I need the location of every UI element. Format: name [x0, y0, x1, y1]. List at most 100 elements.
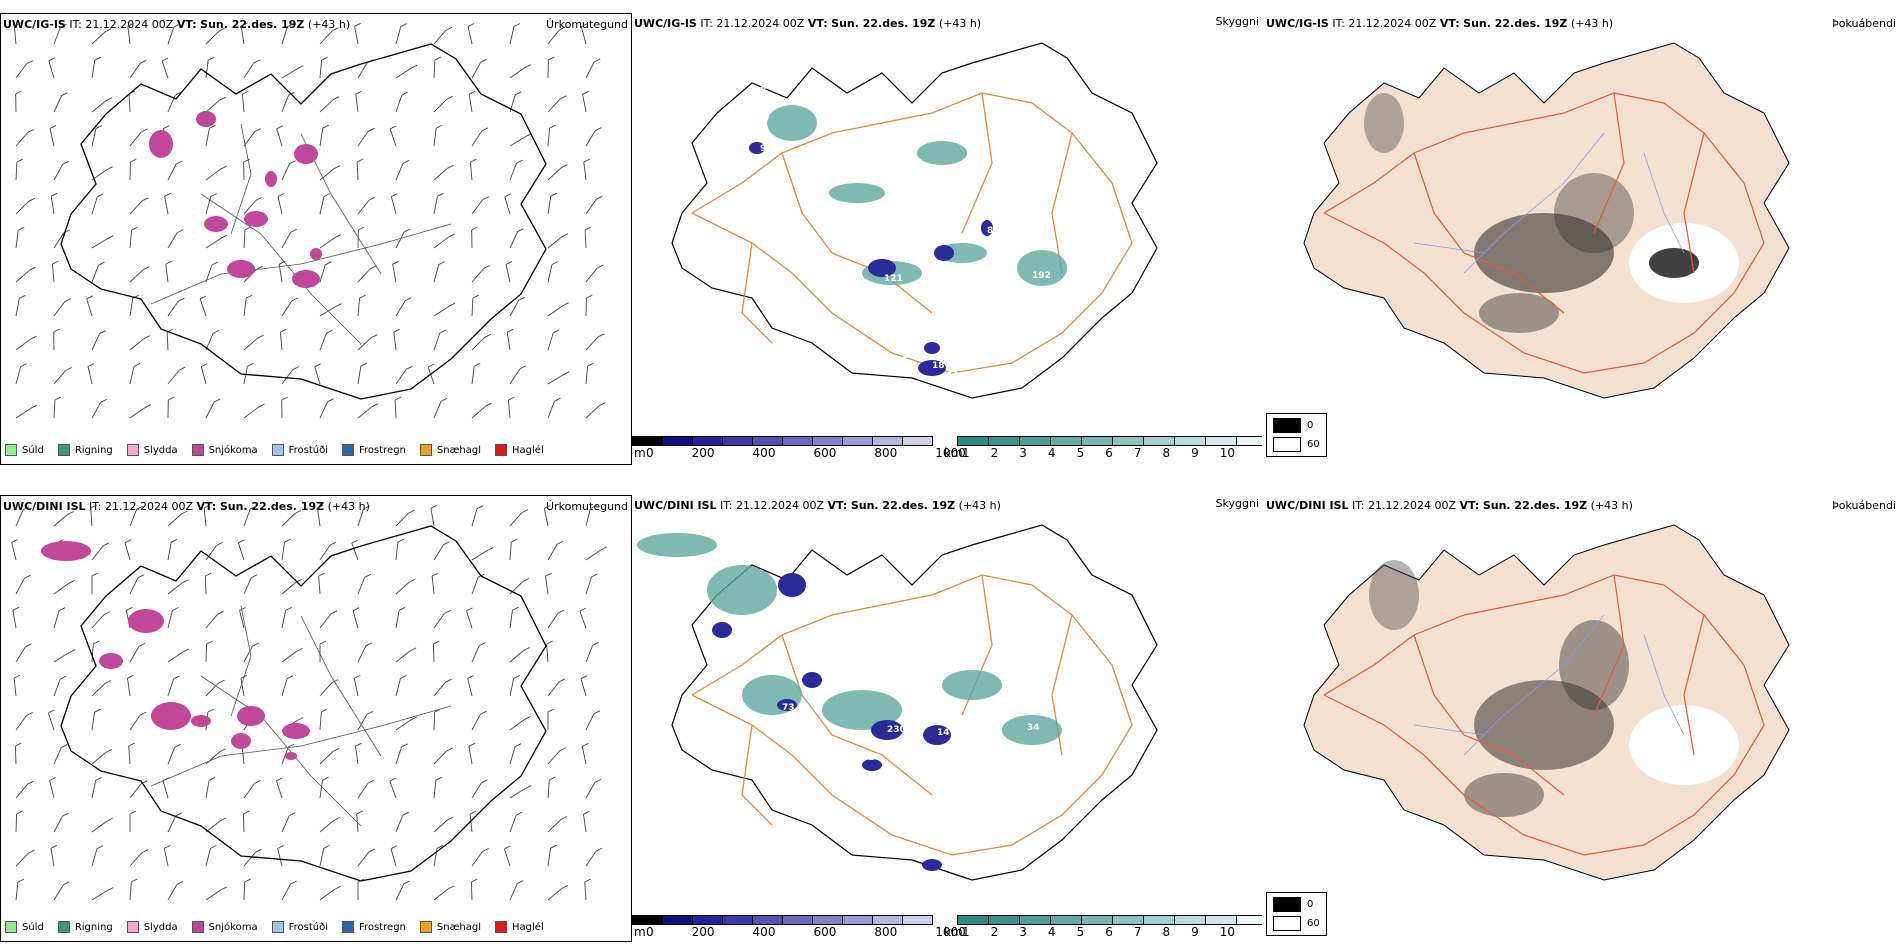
colorbar-tick: 800: [874, 446, 898, 460]
legend-item: Rigning: [57, 444, 113, 456]
field-title: Skyggni: [1215, 497, 1259, 510]
ceiling-value-label: 47: [897, 246, 910, 256]
legend-swatch: [495, 921, 508, 933]
legend-label: Frostúði: [288, 921, 328, 933]
fog-key-swatch: [1273, 897, 1301, 912]
colorbar-cell: [1082, 915, 1113, 925]
ceiling-value-label: 120: [862, 753, 881, 763]
colorbar-cell: [783, 915, 813, 925]
colorbar-tick: 1: [962, 925, 970, 939]
legend-swatch: [191, 444, 204, 456]
ceiling-value-label: 34: [1027, 723, 1040, 733]
fog-key-label: 60: [1307, 918, 1320, 929]
fog-key-label: 0: [1307, 899, 1314, 910]
coastline: [671, 42, 1158, 399]
precip-legend: Súld Rigning Slydda Snjókoma Frostúði Frostre…: [5, 444, 544, 456]
colorbar-tick: 1000: [935, 925, 966, 939]
fog-key-label: 60: [1307, 439, 1320, 450]
visibility-areas: [637, 533, 1062, 745]
colorbar-tick: 8: [1162, 446, 1171, 460]
visibility-colorbar: [957, 915, 1262, 925]
colorbar-tick: 800: [874, 925, 898, 939]
fog-key-label: 0: [1307, 420, 1314, 431]
ceiling-ticks: 0 200 400 600 800 1000: [646, 446, 966, 460]
colorbar-cell: [1206, 915, 1237, 925]
legend-swatch: [5, 921, 17, 933]
ceiling-value-label: 18: [932, 361, 945, 371]
colorbar-tick: 0: [646, 446, 654, 460]
ceiling-value-label: 37: [947, 366, 960, 376]
rivers: [1413, 614, 1685, 756]
legend-item: Frostregn: [342, 444, 406, 456]
colorbar-tick: 6: [1105, 446, 1113, 460]
colorbar-tick: 10: [1219, 446, 1236, 460]
colorbar-cell: [1237, 436, 1262, 446]
legend-swatch: [57, 921, 70, 933]
fog-key-swatch: [1273, 418, 1301, 433]
ceiling-labels: 50 118 101 38 73 230 14 120 34: [737, 600, 1040, 763]
legend-item: Frostregn: [342, 921, 406, 933]
colorbar-cell: [632, 436, 663, 446]
fog-index-panel-bottom: UWC/DINI ISL IT: 21.12.2024 00Z VT: Sun.…: [1264, 495, 1900, 890]
legend-item: Haglél: [495, 444, 544, 456]
legend-swatch: [191, 921, 204, 933]
ceiling-value-label: 118: [792, 600, 811, 610]
legend-label: Haglél: [512, 444, 544, 456]
colorbar-cell: [957, 915, 989, 925]
iceland-visibility-map: 88 97 98 208 47 83 121 186 192 16 18 23 37: [671, 42, 1158, 399]
colorbar-cell: [843, 436, 873, 446]
iceland-precip-map: [13, 22, 606, 419]
colorbar-cell: [957, 436, 989, 446]
legend-swatch: [342, 444, 354, 456]
colorbar-tick: 3: [1019, 925, 1027, 939]
ceiling-value-label: 73: [782, 703, 795, 713]
legend-item: Snæhagl: [419, 921, 481, 933]
colorbar-cell: [693, 915, 723, 925]
colorbar-cell: [989, 436, 1020, 446]
colorbar-tick: 600: [813, 446, 837, 460]
colorbar-cell: [989, 915, 1020, 925]
colorbar-tick: 3: [1019, 446, 1027, 460]
fog-key-swatch: [1273, 437, 1301, 452]
ceiling-visibility-panel-top: UWC/IG-IS IT: 21.12.2024 00Z VT: Sun. 22…: [632, 13, 1262, 463]
colorbar-tick: 6: [1105, 925, 1113, 939]
legend-item: Súld: [5, 444, 44, 456]
panel-header: UWC/DINI ISL IT: 21.12.2024 00Z VT: Sun.…: [3, 500, 370, 513]
colorbar-cell: [1144, 436, 1175, 446]
colorbar-cell: [753, 436, 783, 446]
colorbar-cell: [1020, 436, 1051, 446]
coastline: [671, 524, 1158, 881]
colorbar-tick: 2: [990, 925, 999, 939]
roads: [1323, 574, 1765, 856]
ceiling-value-label: 186: [944, 266, 963, 276]
legend-swatch: [5, 444, 17, 456]
legend-item: Snæhagl: [419, 444, 481, 456]
colorbar-tick: 7: [1133, 925, 1142, 939]
legend-item: Snjókoma: [191, 921, 258, 933]
precip-type-panel-bottom: UWC/DINI ISL IT: 21.12.2024 00Z VT: Sun.…: [0, 495, 632, 942]
colorbar-cell: [1113, 436, 1144, 446]
ceiling-value-label: 230: [887, 725, 906, 735]
legend-swatch: [126, 444, 139, 456]
colorbar-tick: 200: [691, 925, 715, 939]
visibility-unit: km: [944, 925, 963, 939]
legend-item: Frostúði: [271, 921, 328, 933]
legend-label: Snjókoma: [208, 921, 258, 933]
ceiling-unit: m: [634, 925, 646, 939]
ceiling-colorbar: [632, 915, 933, 925]
legend-label: Frostúði: [288, 444, 328, 456]
panel-header: UWC/DINI ISL IT: 21.12.2024 00Z VT: Sun.…: [634, 499, 1001, 512]
ceiling-ticks: 0 200 400 600 800 1000: [646, 925, 966, 939]
ceiling-value-label: 14: [937, 728, 950, 738]
ceiling-value-label: 121: [884, 274, 903, 284]
colorbar-tick: 10: [1219, 925, 1236, 939]
coastline: [60, 525, 547, 882]
colorbar-cell: [663, 436, 693, 446]
roads: [691, 574, 1133, 856]
precip-legend: Súld Rigning Slydda Snjókoma Frostúði Frostre…: [5, 921, 544, 933]
ceiling-areas: [712, 573, 951, 871]
colorbar-cell: [1051, 436, 1082, 446]
field-title: Þokuábendi: [1832, 499, 1896, 512]
ceiling-value-label: 88: [754, 86, 767, 96]
colorbar-tick: 400: [752, 925, 776, 939]
